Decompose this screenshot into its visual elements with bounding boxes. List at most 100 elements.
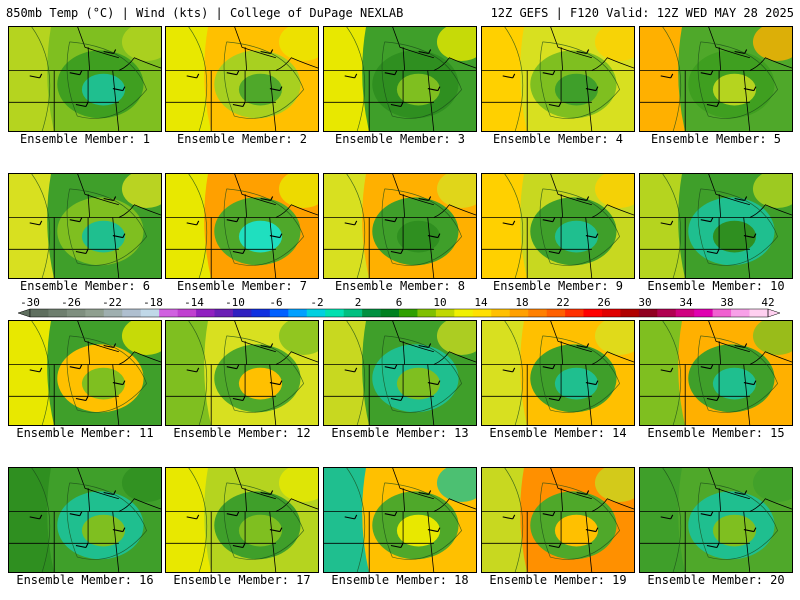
temperature-field [165, 467, 212, 573]
temperature-field [436, 26, 477, 61]
colorbar-segment [48, 309, 68, 317]
ensemble-member-label: Ensemble Member: 5 [650, 132, 782, 146]
isotherm-contours [503, 26, 620, 132]
isotherm-contours [345, 320, 462, 426]
temperature-field [436, 467, 477, 502]
ensemble-member-map [323, 320, 477, 426]
ensemble-member-map [165, 320, 319, 426]
panel-frame [8, 320, 162, 426]
ensemble-member-map [8, 467, 162, 573]
panel-frame [481, 173, 635, 279]
temperature-field [323, 26, 370, 132]
ensemble-member-map [481, 26, 635, 132]
ensemble-member-label: Ensemble Member: 15 [647, 426, 785, 440]
wind-barbs [186, 343, 283, 402]
colorbar-segment [306, 309, 326, 317]
state-boundaries [323, 320, 477, 426]
colorbar-segment [417, 309, 437, 317]
colorbar-tick-label: -6 [269, 296, 282, 309]
temperature-field [8, 467, 55, 573]
temperature-field [594, 173, 635, 208]
colorbar-tick-label: -26 [61, 296, 81, 309]
temperature-field [481, 26, 528, 132]
temperature-field [752, 173, 793, 208]
temperature-field [121, 320, 162, 355]
state-boundaries [165, 173, 319, 279]
colorbar-segment [565, 309, 584, 317]
colorbar-tick-label: 42 [761, 296, 774, 309]
colorbar-segment [288, 309, 308, 317]
ensemble-member-map [323, 26, 477, 132]
ensemble-member-map [165, 467, 319, 573]
panel-frame [165, 26, 319, 132]
colorbar-segment [159, 309, 178, 317]
colorbar-segment [140, 309, 160, 317]
isotherm-contours [661, 173, 778, 279]
temperature-field [481, 173, 528, 279]
colorbar-segment [362, 309, 381, 317]
state-boundaries [165, 320, 319, 426]
colorbar-tick-label: 26 [597, 296, 610, 309]
temperature-field [81, 514, 126, 547]
panel-frame [639, 173, 793, 279]
colorbar-tick-label: -22 [102, 296, 122, 309]
temperature-field [81, 220, 126, 253]
state-boundaries [639, 173, 793, 279]
wind-barbs [660, 49, 757, 108]
colorbar-tick-label: 34 [679, 296, 693, 309]
colorbar-tick-label: -10 [225, 296, 245, 309]
colorbar-segment [638, 309, 658, 317]
temperature-field [121, 173, 162, 208]
temperature-field [238, 73, 283, 106]
temperature-field [278, 26, 319, 61]
temperature-field [238, 367, 283, 400]
state-boundaries [639, 320, 793, 426]
colorbar-tick-label: 22 [556, 296, 569, 309]
wind-barbs [660, 490, 757, 549]
temperature-field [639, 173, 686, 279]
ensemble-member-map [639, 320, 793, 426]
state-boundaries [8, 173, 162, 279]
state-boundaries [481, 467, 635, 573]
temperature-field [712, 220, 757, 253]
temperature-field [81, 367, 126, 400]
wind-barbs [502, 196, 599, 255]
isotherm-contours [503, 173, 620, 279]
ensemble-member-map [323, 467, 477, 573]
colorbar-segment [269, 309, 289, 317]
temperature-field [481, 467, 528, 573]
colorbar-segment [399, 309, 418, 317]
temperature-field [436, 320, 477, 355]
temperature-field [121, 26, 162, 61]
colorbar-segment [103, 309, 123, 317]
ensemble-member-label: Ensemble Member: 3 [334, 132, 466, 146]
ensemble-member-label: Ensemble Member: 6 [19, 279, 151, 293]
colorbar-tick-label: -2 [310, 296, 323, 309]
temperature-field [752, 26, 793, 61]
ensemble-member-map [165, 173, 319, 279]
colorbar-segment [85, 309, 105, 317]
temperature-field [323, 320, 370, 426]
colorbar-segment [214, 309, 234, 317]
temperature-field [712, 73, 757, 106]
temperature-field [165, 173, 212, 279]
ensemble-member-label: Ensemble Member: 14 [489, 426, 627, 440]
ensemble-member-label: Ensemble Member: 20 [647, 573, 785, 587]
ensemble-member-label: Ensemble Member: 12 [173, 426, 311, 440]
isotherm-contours [345, 467, 462, 573]
state-boundaries [481, 26, 635, 132]
panel-frame [8, 467, 162, 573]
temperature-field [752, 320, 793, 355]
state-boundaries [639, 26, 793, 132]
isotherm-contours [30, 467, 147, 573]
ensemble-member-label: Ensemble Member: 9 [492, 279, 624, 293]
colorbar-segment [712, 309, 732, 317]
temperature-field [396, 73, 441, 106]
ensemble-member-label: Ensemble Member: 7 [176, 279, 308, 293]
colorbar-segment [491, 309, 510, 317]
isotherm-contours [30, 173, 147, 279]
wind-barbs [660, 343, 757, 402]
ensemble-member-map [639, 26, 793, 132]
wind-barbs [502, 49, 599, 108]
wind-barbs [502, 343, 599, 402]
